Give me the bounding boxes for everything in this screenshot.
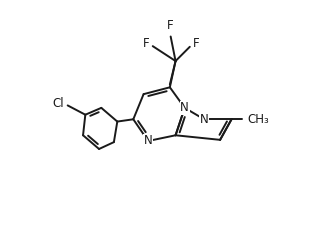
Text: F: F [143, 37, 149, 50]
Text: Cl: Cl [52, 97, 64, 110]
Text: F: F [193, 37, 199, 50]
Text: N: N [180, 101, 189, 114]
Text: F: F [167, 19, 173, 33]
Text: CH₃: CH₃ [247, 113, 269, 126]
Text: N: N [144, 135, 153, 147]
Text: N: N [200, 113, 209, 126]
